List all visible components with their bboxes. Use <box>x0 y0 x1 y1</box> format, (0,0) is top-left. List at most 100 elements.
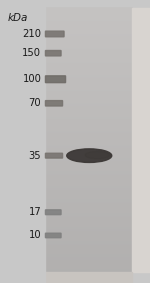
Bar <box>45 118 132 119</box>
Bar <box>45 153 132 155</box>
Bar <box>45 60 132 61</box>
Bar <box>45 164 132 165</box>
Bar <box>45 56 132 57</box>
Bar <box>45 131 132 132</box>
Bar <box>45 198 132 199</box>
Bar <box>45 25 132 27</box>
Bar <box>45 213 132 214</box>
Bar <box>45 24 132 25</box>
FancyBboxPatch shape <box>45 153 63 158</box>
Bar <box>45 119 132 120</box>
Bar <box>45 202 132 203</box>
Bar <box>45 68 132 69</box>
Bar <box>45 149 132 151</box>
Bar <box>45 266 132 268</box>
Bar <box>45 209 132 210</box>
Bar <box>45 83 132 85</box>
Bar <box>45 69 132 70</box>
Bar <box>45 124 132 126</box>
Bar <box>45 249 132 251</box>
Bar <box>45 136 132 138</box>
Bar <box>45 52 132 53</box>
Ellipse shape <box>67 149 112 162</box>
Bar <box>45 257 132 259</box>
Bar <box>45 248 132 249</box>
Bar <box>45 197 132 198</box>
Bar <box>45 81 132 82</box>
Bar <box>45 142 132 143</box>
Bar <box>45 180 132 181</box>
Bar <box>45 147 132 148</box>
Bar <box>45 48 132 49</box>
Text: 150: 150 <box>22 48 41 58</box>
Bar <box>45 65 132 67</box>
Ellipse shape <box>85 151 110 159</box>
Bar <box>45 11 132 12</box>
Bar <box>45 97 132 98</box>
Bar <box>45 93 132 94</box>
Bar <box>45 185 132 186</box>
Bar <box>45 86 132 87</box>
Bar <box>45 39 132 40</box>
Bar <box>45 269 132 270</box>
Bar <box>45 37 132 39</box>
Bar <box>45 219 132 220</box>
Bar <box>45 74 132 76</box>
Bar <box>45 112 132 114</box>
Bar <box>45 49 132 51</box>
Bar <box>45 261 132 262</box>
Bar <box>45 203 132 205</box>
Bar <box>45 78 132 80</box>
Text: 100: 100 <box>22 74 41 84</box>
Bar <box>45 220 132 222</box>
Bar <box>45 138 132 139</box>
FancyBboxPatch shape <box>45 31 64 37</box>
Bar <box>45 126 132 127</box>
Bar <box>45 199 132 201</box>
Bar <box>45 152 132 153</box>
Bar <box>45 226 132 227</box>
Bar <box>45 256 132 257</box>
Bar <box>45 174 132 176</box>
Bar <box>45 151 132 152</box>
Bar <box>45 130 132 131</box>
Bar <box>45 265 132 266</box>
Bar <box>45 10 132 11</box>
Bar <box>45 57 132 59</box>
Bar <box>45 165 132 166</box>
Bar <box>45 247 132 248</box>
Bar <box>45 139 132 140</box>
Bar <box>45 28 132 29</box>
Bar <box>45 103 132 104</box>
Bar <box>45 80 132 81</box>
Bar <box>45 33 132 35</box>
Bar <box>45 205 132 206</box>
Bar <box>45 145 132 147</box>
Bar <box>45 123 132 124</box>
Bar <box>45 29 132 31</box>
Bar <box>45 45 132 47</box>
Bar <box>45 90 132 91</box>
Bar <box>45 177 132 178</box>
Bar <box>45 207 132 209</box>
Bar <box>45 15 132 16</box>
Bar <box>45 132 132 134</box>
Bar <box>45 44 132 45</box>
Bar <box>45 259 132 260</box>
Text: 17: 17 <box>28 207 41 217</box>
Bar <box>45 210 132 211</box>
Bar <box>45 12 132 14</box>
Bar <box>45 35 132 36</box>
Bar <box>45 158 132 160</box>
Bar <box>45 98 132 99</box>
Bar <box>45 19 132 20</box>
Bar <box>45 106 132 107</box>
Bar <box>45 251 132 252</box>
Bar <box>45 243 132 244</box>
Bar <box>45 195 132 197</box>
Bar <box>45 170 132 172</box>
Bar <box>45 20 132 22</box>
Bar <box>45 162 132 164</box>
Bar <box>45 8 132 272</box>
Bar <box>45 272 132 283</box>
